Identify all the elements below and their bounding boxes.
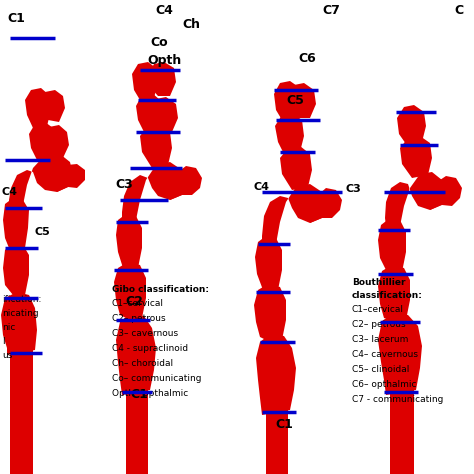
Polygon shape bbox=[150, 97, 178, 132]
Polygon shape bbox=[275, 113, 304, 154]
Polygon shape bbox=[136, 93, 162, 132]
Polygon shape bbox=[170, 166, 202, 200]
Polygon shape bbox=[400, 136, 432, 178]
Text: Co: Co bbox=[150, 36, 168, 49]
Text: Co– communicating: Co– communicating bbox=[112, 374, 201, 383]
Text: C2– petrous: C2– petrous bbox=[352, 320, 406, 329]
Text: C1–cervical: C1–cervical bbox=[112, 299, 164, 308]
Text: us: us bbox=[2, 351, 12, 360]
Text: C4: C4 bbox=[254, 182, 270, 192]
Polygon shape bbox=[255, 236, 282, 290]
Polygon shape bbox=[140, 124, 172, 168]
Polygon shape bbox=[397, 105, 426, 144]
Text: C7 - communicating: C7 - communicating bbox=[352, 395, 443, 404]
Text: l: l bbox=[2, 337, 5, 346]
Polygon shape bbox=[266, 410, 288, 474]
Text: C5: C5 bbox=[35, 227, 51, 237]
Text: C3: C3 bbox=[115, 178, 133, 191]
Polygon shape bbox=[43, 125, 69, 158]
Text: C4– cavernous: C4– cavernous bbox=[352, 350, 418, 359]
Polygon shape bbox=[274, 81, 302, 120]
Polygon shape bbox=[288, 83, 316, 118]
Polygon shape bbox=[310, 188, 342, 223]
Text: C1–cervical: C1–cervical bbox=[352, 305, 404, 314]
Text: Ch: Ch bbox=[182, 18, 200, 31]
Polygon shape bbox=[41, 90, 65, 122]
Text: C3– lacerum: C3– lacerum bbox=[352, 335, 409, 344]
Polygon shape bbox=[430, 176, 462, 210]
Polygon shape bbox=[114, 262, 146, 318]
Polygon shape bbox=[256, 334, 296, 415]
Polygon shape bbox=[132, 62, 158, 100]
Polygon shape bbox=[29, 122, 55, 160]
Polygon shape bbox=[10, 350, 33, 474]
Text: Opth - opthalmic: Opth - opthalmic bbox=[112, 389, 188, 398]
Polygon shape bbox=[3, 244, 29, 295]
Text: Gibo classification:: Gibo classification: bbox=[112, 285, 209, 294]
Polygon shape bbox=[116, 314, 156, 395]
Text: C6: C6 bbox=[298, 52, 316, 65]
Text: C6– opthalmic: C6– opthalmic bbox=[352, 380, 417, 389]
Polygon shape bbox=[3, 198, 29, 248]
Text: C2: C2 bbox=[125, 295, 143, 308]
Polygon shape bbox=[122, 162, 186, 220]
Text: C4: C4 bbox=[2, 187, 18, 197]
Polygon shape bbox=[53, 164, 85, 192]
Text: C3: C3 bbox=[346, 184, 362, 194]
Text: C5: C5 bbox=[286, 94, 304, 107]
Polygon shape bbox=[385, 172, 445, 226]
Text: C1: C1 bbox=[7, 12, 25, 25]
Text: Opth: Opth bbox=[147, 54, 181, 67]
Text: C5– clinoidal: C5– clinoidal bbox=[352, 365, 410, 374]
Polygon shape bbox=[280, 146, 312, 190]
Text: classification:: classification: bbox=[352, 291, 423, 300]
Polygon shape bbox=[148, 62, 176, 96]
Text: C1: C1 bbox=[130, 388, 148, 401]
Polygon shape bbox=[254, 284, 286, 340]
Text: ification:: ification: bbox=[2, 295, 41, 304]
Polygon shape bbox=[378, 313, 422, 395]
Text: nic: nic bbox=[2, 323, 15, 332]
Polygon shape bbox=[9, 154, 73, 205]
Text: C7: C7 bbox=[322, 4, 340, 17]
Text: nicating: nicating bbox=[2, 309, 38, 318]
Text: Bouthillier: Bouthillier bbox=[352, 278, 405, 287]
Polygon shape bbox=[126, 390, 148, 474]
Polygon shape bbox=[25, 88, 51, 128]
Text: C4: C4 bbox=[155, 4, 173, 17]
Polygon shape bbox=[1, 292, 37, 355]
Text: Ch– choroidal: Ch– choroidal bbox=[112, 359, 173, 368]
Text: C: C bbox=[454, 4, 463, 17]
Polygon shape bbox=[378, 218, 406, 272]
Text: C3– cavernous: C3– cavernous bbox=[112, 329, 178, 338]
Polygon shape bbox=[378, 265, 410, 320]
Polygon shape bbox=[262, 184, 326, 244]
Polygon shape bbox=[390, 390, 414, 474]
Text: C1: C1 bbox=[275, 418, 293, 431]
Text: C2– petrous: C2– petrous bbox=[112, 314, 165, 323]
Polygon shape bbox=[116, 214, 142, 268]
Text: C4 - supraclinoid: C4 - supraclinoid bbox=[112, 344, 188, 353]
